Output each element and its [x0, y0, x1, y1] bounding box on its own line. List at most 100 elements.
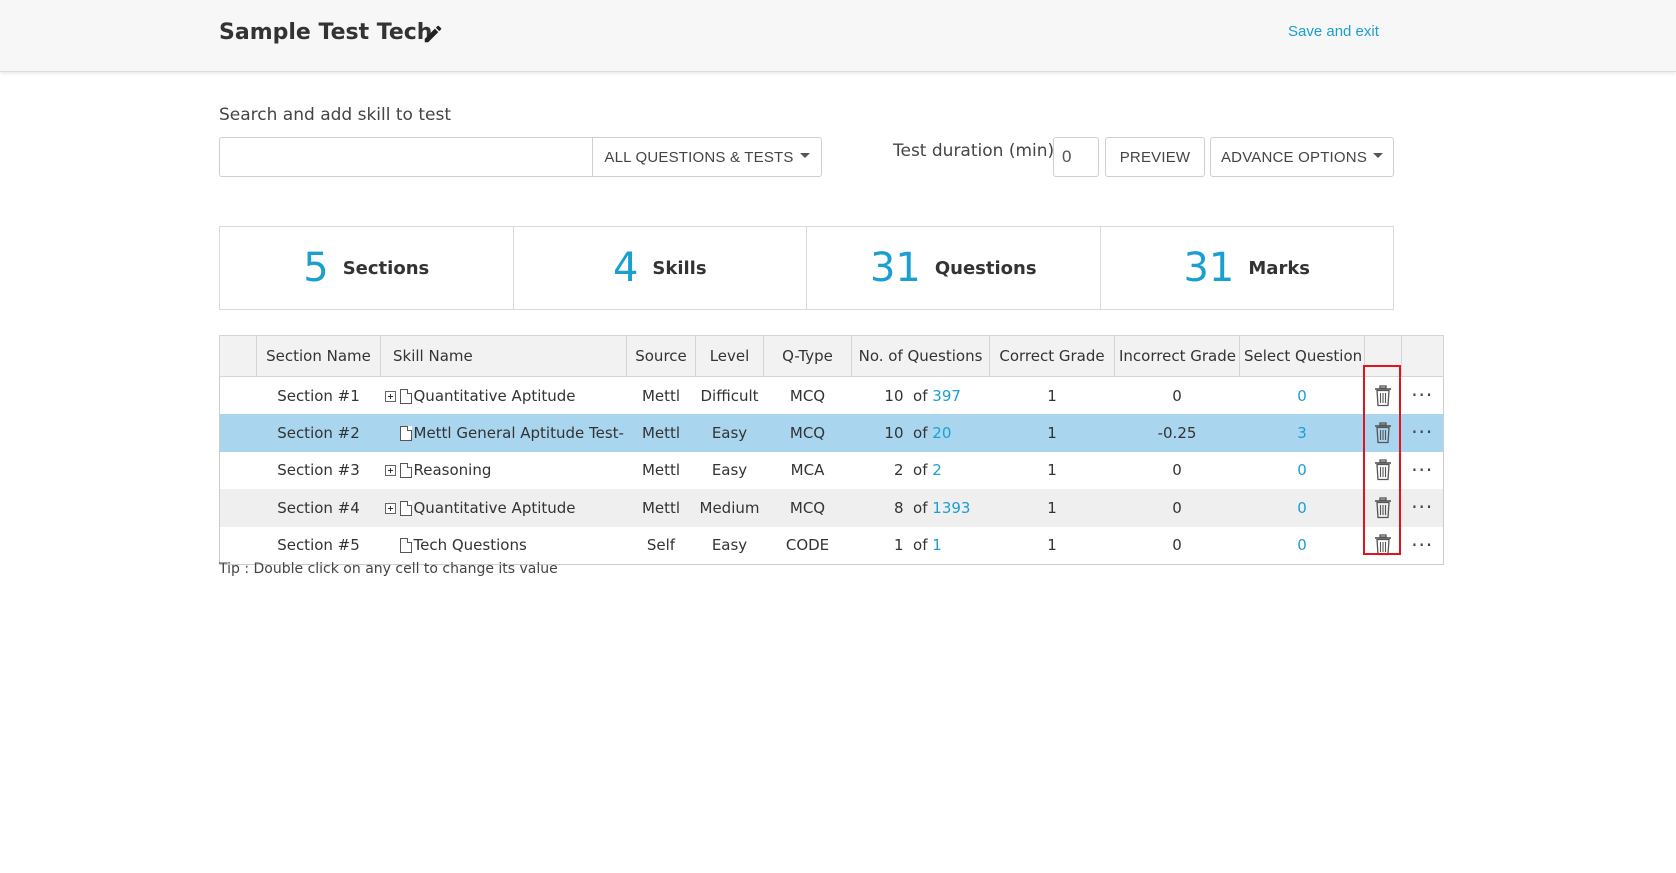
table-row[interactable]: Section #4 Quantitative Aptitude Mettl M… [219, 489, 1444, 527]
select-question-cell[interactable]: 3 [1239, 414, 1365, 452]
skill-name-cell[interactable]: Mettl General Aptitude Test- A [380, 414, 627, 452]
source-cell[interactable]: Self [646, 536, 676, 554]
delete-cell[interactable] [1365, 377, 1402, 415]
more-dots-icon[interactable]: ··· [1411, 457, 1434, 482]
column-header-num-questions[interactable]: No. of Questions [851, 335, 990, 377]
num-questions-cell[interactable]: 1 of 1 [852, 527, 990, 565]
correct-grade-cell[interactable]: 1 [989, 489, 1115, 527]
column-header-incorrect-grade[interactable]: Incorrect Grade [1114, 335, 1240, 377]
delete-cell[interactable] [1364, 489, 1402, 527]
num-questions-cell[interactable]: 2 of 2 [852, 452, 990, 490]
more-dots-icon[interactable]: ··· [1411, 495, 1434, 520]
select-question-link[interactable]: 0 [1297, 386, 1307, 405]
column-header-source[interactable]: Source [626, 335, 696, 377]
section-name-cell[interactable]: Section #5 [277, 536, 360, 554]
level-cell[interactable]: Medium [695, 489, 764, 527]
question-filter-dropdown[interactable]: ALL QUESTIONS & TESTS [592, 137, 822, 177]
column-header-level[interactable]: Level [695, 335, 764, 377]
level-cell[interactable]: Difficult [700, 386, 759, 405]
more-dots-icon[interactable]: ··· [1411, 532, 1434, 557]
level-cell[interactable]: Easy [711, 461, 748, 480]
delete-cell[interactable] [1364, 414, 1402, 452]
select-question-cell[interactable]: 0 [1240, 452, 1365, 490]
correct-grade-cell[interactable]: 1 [989, 414, 1115, 452]
skill-name-cell[interactable]: Quantitative Aptitude [380, 489, 627, 527]
delete-cell[interactable] [1365, 527, 1402, 565]
source-cell[interactable]: Mettl [641, 386, 681, 405]
incorrect-grade-cell[interactable]: 0 [1114, 489, 1240, 527]
more-dots-icon[interactable]: ··· [1411, 420, 1434, 445]
trash-icon[interactable] [1373, 384, 1393, 407]
save-and-exit-link[interactable]: Save and exit [1288, 23, 1379, 40]
qtype-cell[interactable]: MCA [790, 461, 825, 480]
more-cell[interactable]: ··· [1401, 414, 1444, 452]
trash-icon[interactable] [1373, 497, 1393, 519]
section-name-cell[interactable]: Section #1 [277, 386, 360, 405]
incorrect-grade-cell[interactable]: 0 [1172, 536, 1182, 554]
source-cell[interactable]: Mettl [626, 489, 696, 527]
more-cell[interactable]: ··· [1402, 452, 1444, 490]
correct-grade-cell[interactable]: 1 [1047, 461, 1057, 480]
column-header-correct-grade[interactable]: Correct Grade [989, 335, 1115, 377]
more-cell[interactable]: ··· [1401, 489, 1444, 527]
delete-cell[interactable] [1365, 452, 1402, 490]
source-cell[interactable]: Mettl [626, 414, 696, 452]
level-cell[interactable]: Easy [695, 414, 764, 452]
column-header-qtype[interactable]: Q-Type [763, 335, 852, 377]
question-total-link[interactable]: 1393 [932, 498, 971, 517]
expand-plus-icon[interactable] [384, 502, 396, 514]
question-total-link[interactable]: 397 [932, 386, 961, 405]
duration-input[interactable] [1053, 137, 1099, 177]
advance-options-dropdown[interactable]: ADVANCE OPTIONS [1210, 137, 1394, 177]
table-row[interactable]: Section #3 Reasoning Mettl Easy MCA 2 of… [220, 452, 1444, 490]
num-questions-cell[interactable]: 8 of 1393 [851, 489, 990, 527]
select-question-cell[interactable]: 0 [1239, 489, 1365, 527]
select-question-link[interactable]: 0 [1297, 498, 1307, 517]
question-total-link[interactable]: 20 [932, 423, 952, 442]
qtype-cell[interactable]: MCQ [763, 489, 852, 527]
select-question-link[interactable]: 0 [1297, 461, 1307, 480]
section-name-cell[interactable]: Section #4 [256, 489, 381, 527]
skill-search-input[interactable] [219, 137, 593, 177]
section-name-cell[interactable]: Section #3 [277, 461, 360, 480]
select-question-cell[interactable]: 0 [1240, 377, 1365, 415]
more-cell[interactable]: ··· [1402, 377, 1444, 415]
preview-button[interactable]: PREVIEW [1105, 137, 1205, 177]
incorrect-grade-cell[interactable]: -0.25 [1114, 414, 1240, 452]
qtype-cell[interactable]: CODE [785, 536, 830, 554]
level-cell[interactable]: Easy [711, 536, 748, 554]
skill-name-cell[interactable]: Reasoning [381, 452, 627, 490]
trash-icon[interactable] [1373, 459, 1393, 481]
correct-grade-cell[interactable]: 1 [1047, 536, 1057, 554]
expand-plus-icon[interactable] [384, 465, 396, 477]
pencil-icon[interactable] [422, 23, 444, 45]
source-cell[interactable]: Mettl [641, 461, 681, 480]
skill-name-cell[interactable]: Tech Questions [381, 527, 627, 565]
column-header-skill-name[interactable]: Skill Name [380, 335, 627, 377]
select-question-link[interactable]: 0 [1297, 536, 1307, 554]
qtype-cell[interactable]: MCQ [789, 386, 826, 405]
select-question-link[interactable]: 3 [1297, 423, 1307, 442]
num-questions-cell[interactable]: 10 of 20 [851, 414, 990, 452]
of-text: of [913, 498, 928, 517]
incorrect-grade-cell[interactable]: 0 [1172, 461, 1182, 480]
trash-icon[interactable] [1373, 422, 1393, 444]
column-header-select-question[interactable]: Select Question [1239, 335, 1365, 377]
table-row[interactable]: Section #1 Quantitative Aptitude Mettl D… [220, 377, 1444, 415]
more-cell[interactable]: ··· [1402, 527, 1444, 565]
more-dots-icon[interactable]: ··· [1411, 383, 1434, 407]
select-question-cell[interactable]: 0 [1240, 527, 1365, 565]
expand-plus-icon[interactable] [384, 390, 396, 402]
trash-icon[interactable] [1373, 534, 1393, 556]
question-total-link[interactable]: 2 [932, 461, 942, 480]
qtype-cell[interactable]: MCQ [763, 414, 852, 452]
skill-name-cell[interactable]: Quantitative Aptitude [381, 377, 627, 415]
incorrect-grade-cell[interactable]: 0 [1172, 386, 1182, 405]
num-questions-cell[interactable]: 10 of 397 [852, 377, 990, 415]
table-row[interactable]: Section #5 Tech Questions Self Easy CODE… [220, 527, 1444, 565]
question-total-link[interactable]: 1 [932, 536, 942, 554]
column-header-section-name[interactable]: Section Name [256, 335, 381, 377]
section-name-cell[interactable]: Section #2 [256, 414, 381, 452]
correct-grade-cell[interactable]: 1 [1047, 386, 1057, 405]
table-row-selected[interactable]: Section #2 Mettl General Aptitude Test- … [219, 414, 1444, 452]
